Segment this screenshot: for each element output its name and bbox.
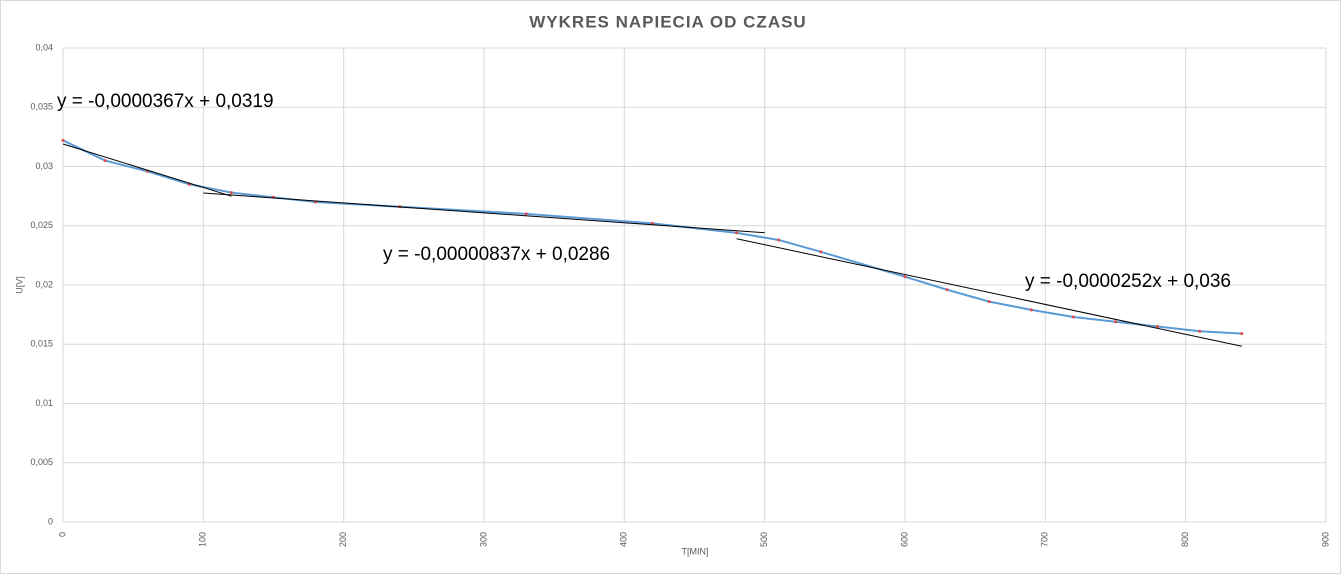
trendline [62, 143, 232, 197]
data-point [103, 159, 107, 163]
trendline-equation: y = -0,0000367x + 0,0319 [57, 91, 274, 112]
data-point [819, 250, 823, 254]
x-axis-title: T[MIN] [682, 546, 709, 556]
y-tick-label: 0,02 [35, 279, 53, 289]
data-point [650, 221, 654, 225]
data-point [1071, 315, 1075, 319]
y-tick-label: 0,025 [30, 220, 53, 230]
data-point [777, 238, 781, 242]
y-tick-label: 0,035 [30, 102, 53, 112]
trendline-equation: y = -0,0000252x + 0,036 [1025, 271, 1231, 292]
x-tick-label: 500 [759, 532, 769, 547]
x-tick-label: 600 [899, 532, 909, 547]
data-point [1029, 308, 1033, 312]
y-tick-label: 0,005 [30, 457, 53, 467]
x-tick-label: 900 [1320, 532, 1330, 547]
x-tick-label: 400 [619, 532, 629, 547]
data-point [524, 212, 528, 216]
x-tick-label: 700 [1040, 532, 1050, 547]
y-tick-label: 0,01 [35, 398, 53, 408]
x-tick-label: 300 [478, 532, 488, 547]
y-tick-label: 0,03 [35, 161, 53, 171]
y-tick-label: 0,04 [35, 42, 53, 52]
x-tick-label: 100 [198, 532, 208, 547]
data-line [62, 139, 1242, 335]
chart-title: WYKRES NAPIECIA OD CZASU [529, 12, 806, 31]
y-tick-label: 0,015 [30, 339, 53, 349]
data-point [1156, 324, 1160, 328]
y-tick-label: 0 [48, 516, 53, 526]
data-point [229, 191, 233, 195]
data-point [945, 288, 949, 292]
trendline [736, 238, 1242, 347]
trendline [203, 192, 765, 234]
x-tick-label: 800 [1180, 532, 1190, 547]
data-point [903, 275, 907, 279]
data-point [735, 231, 739, 235]
data-point [1240, 332, 1244, 336]
x-tick-label: 200 [338, 532, 348, 547]
data-point [987, 300, 991, 304]
data-point [61, 138, 65, 142]
y-axis-title: U[V] [14, 276, 24, 294]
x-tick-label: 0 [57, 532, 67, 537]
trendline-equation: y = -0,00000837x + 0,0286 [383, 244, 610, 265]
data-point [1114, 320, 1117, 324]
data-point [1198, 329, 1202, 333]
